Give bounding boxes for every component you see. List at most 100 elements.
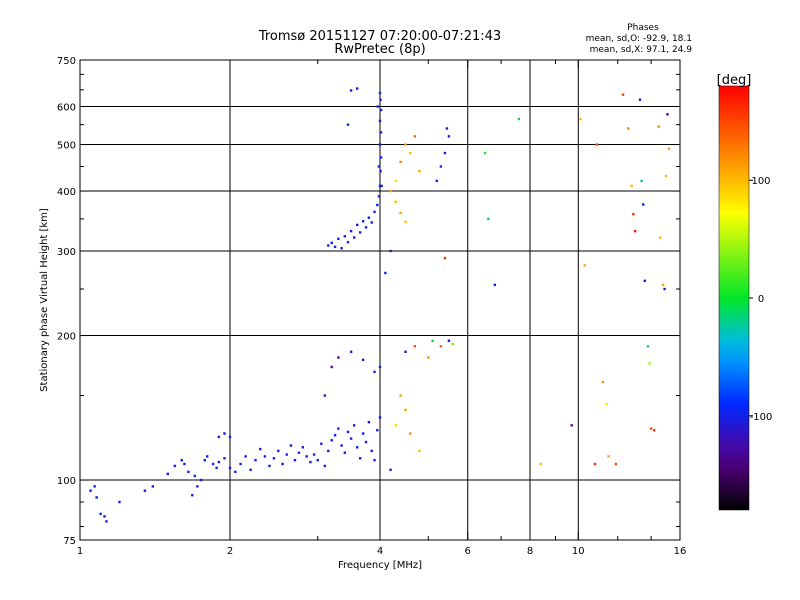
data-point [281, 462, 284, 466]
y-axis-label: Stationary phase Virtual Height [km] [39, 208, 50, 392]
data-point [394, 179, 397, 183]
data-point [285, 453, 288, 456]
data-point [228, 435, 232, 439]
data-point [323, 464, 327, 468]
data-point [268, 464, 271, 468]
data-point [570, 424, 573, 427]
data-point [309, 460, 312, 464]
data-point [293, 458, 297, 462]
data-point [337, 356, 340, 359]
data-point [648, 362, 651, 365]
data-point [539, 462, 542, 466]
colorbar-tick-label: 100 [751, 176, 770, 187]
data-point [373, 458, 376, 462]
phases-legend-o: mean, sd,O: -92.9, 18.1 [586, 34, 692, 44]
data-point [579, 117, 582, 121]
data-point [173, 464, 177, 468]
data-point [646, 345, 650, 348]
data-point [333, 433, 337, 437]
data-point [394, 424, 397, 427]
data-point [376, 105, 380, 108]
data-point [435, 179, 438, 183]
data-point [389, 249, 392, 253]
data-point [223, 432, 226, 435]
data-point [364, 440, 368, 444]
data-point [593, 462, 597, 466]
data-point [409, 432, 412, 435]
data-point [183, 462, 186, 466]
data-point [301, 446, 305, 449]
data-point [664, 174, 668, 178]
data-point [595, 143, 599, 146]
data-point [627, 127, 630, 130]
data-point [389, 189, 392, 193]
data-point [358, 231, 362, 234]
data-point [330, 241, 333, 245]
data-point [330, 365, 333, 369]
data-point [379, 131, 383, 134]
data-point [638, 98, 642, 101]
data-point [394, 200, 397, 203]
data-point [431, 339, 434, 343]
data-point [378, 143, 382, 146]
data-point [99, 512, 102, 516]
data-point [666, 113, 669, 116]
data-point [404, 408, 407, 412]
y-tick-label: 75 [63, 536, 76, 547]
data-point [217, 435, 221, 439]
data-point [228, 466, 232, 470]
data-point [346, 123, 350, 126]
data-point [399, 160, 402, 164]
data-point [378, 119, 382, 123]
data-point [621, 93, 625, 96]
data-point [413, 135, 417, 138]
y-tick-label: 500 [57, 141, 76, 152]
data-point [105, 520, 108, 523]
colorbar-ticks: 100 0 -100 [749, 176, 772, 423]
data-point [377, 195, 381, 198]
data-point [361, 358, 365, 362]
data-point [443, 151, 447, 155]
data-point [355, 446, 359, 449]
data-point [404, 350, 407, 353]
colorbar-tick-label: 0 [758, 294, 764, 305]
data-point [632, 212, 635, 216]
data-point [640, 179, 643, 183]
data-point [443, 256, 447, 260]
data-point [180, 458, 183, 462]
data-point [649, 427, 653, 430]
data-point [199, 478, 203, 482]
y-axis-ticks: 75 100 200 300 400 500 600 750 [57, 56, 680, 547]
y-tick-label: 600 [57, 103, 76, 114]
data-point [379, 108, 383, 112]
data-point [404, 220, 407, 224]
data-point [439, 165, 443, 168]
data-point [493, 283, 497, 287]
data-point [642, 203, 645, 206]
data-point [652, 429, 656, 432]
data-point [352, 424, 356, 427]
colorbar-label: [deg] [717, 73, 752, 88]
data-point [205, 455, 209, 458]
data-point [379, 169, 382, 173]
data-point [187, 470, 190, 474]
data-point [384, 271, 387, 275]
data-point [277, 449, 280, 453]
x-axis-ticks: 1 2 4 6 8 10 16 [77, 60, 687, 557]
y-tick-label: 400 [57, 187, 76, 198]
data-point [447, 339, 451, 343]
x-axis-label: Frequency [MHz] [338, 560, 422, 571]
data-point [367, 216, 371, 219]
data-point [355, 87, 359, 90]
data-point [223, 457, 226, 460]
data-point [333, 245, 337, 249]
data-point [361, 220, 365, 223]
data-point [249, 468, 252, 472]
data-point [377, 165, 381, 168]
data-point [517, 117, 521, 121]
data-point [352, 236, 356, 239]
data-points [89, 87, 671, 523]
data-point [244, 455, 247, 458]
x-tick-label: 16 [674, 546, 687, 557]
data-point [378, 91, 382, 95]
